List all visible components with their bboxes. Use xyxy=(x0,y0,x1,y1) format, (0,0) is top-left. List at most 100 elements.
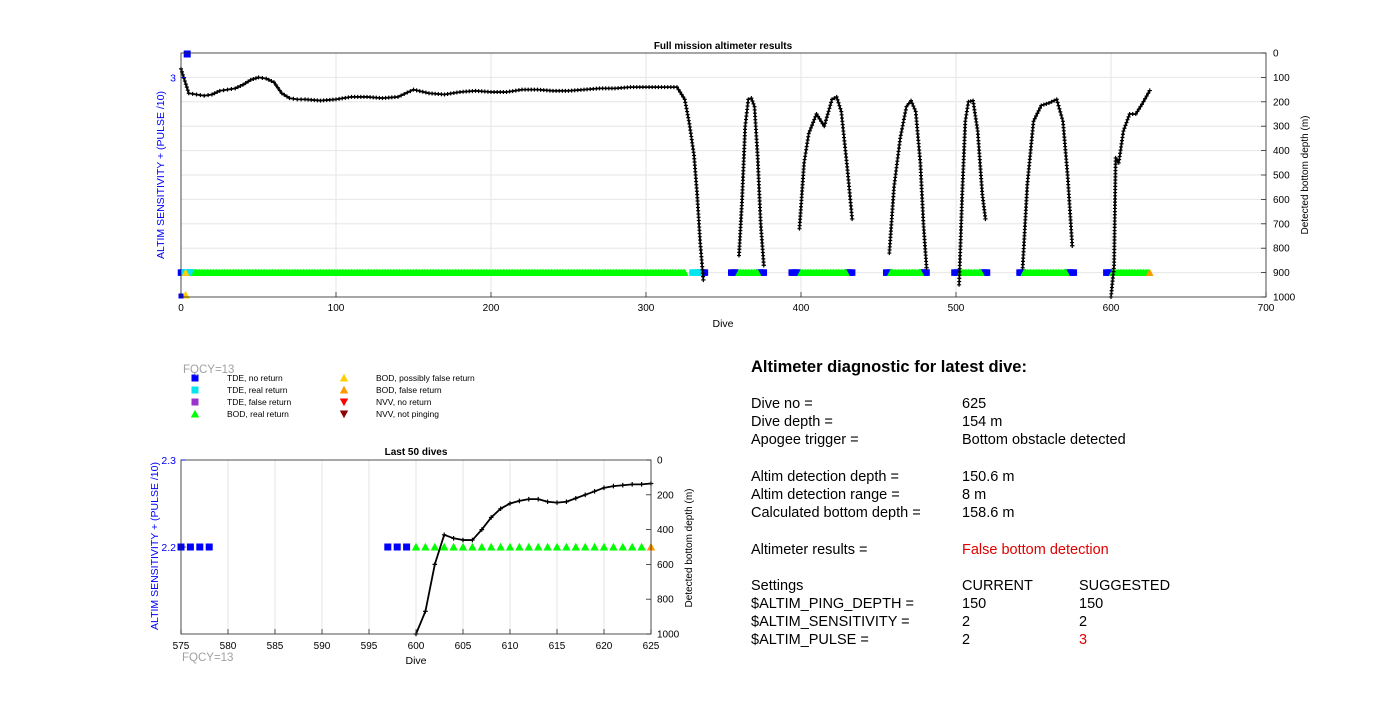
top-depth-point xyxy=(910,101,915,106)
top-depth-point xyxy=(417,89,422,94)
top-depth-point xyxy=(1125,117,1130,122)
top-depth-point xyxy=(1036,108,1041,113)
bottom-status-marker xyxy=(384,543,392,551)
bottom-status-marker xyxy=(487,542,496,551)
top-depth-point xyxy=(899,130,904,135)
top-depth-point xyxy=(744,114,749,119)
top-depth-point xyxy=(817,116,822,121)
top-depth-point xyxy=(1115,158,1120,163)
top-depth-point xyxy=(1146,91,1151,96)
top-depth-point xyxy=(1070,243,1075,248)
top-x-ticks: 0 100 200 300 400 500 600 700 xyxy=(178,292,1275,314)
dive-no-row: Dive no = 625 xyxy=(751,396,1351,414)
legend-label: TDE, no return xyxy=(227,373,283,383)
top-left-ticks: 3 xyxy=(170,72,186,84)
top-depth-point xyxy=(1055,100,1060,105)
apogee-row: Apogee trigger = Bottom obstacle detecte… xyxy=(751,432,1351,450)
legend-marker xyxy=(339,373,349,382)
top-depth-point xyxy=(411,87,416,92)
top-depth-point xyxy=(414,88,419,93)
calc-depth-value: 158.6 m xyxy=(962,505,1015,521)
top-depth-point xyxy=(912,106,917,111)
top-x-tick-label: 300 xyxy=(638,303,655,314)
top-status-marker xyxy=(954,269,961,276)
top-depth-point xyxy=(678,90,683,95)
bottom-depth-point xyxy=(592,489,597,494)
top-depth-point xyxy=(1041,102,1046,107)
bottom-depth-point xyxy=(639,482,644,487)
bottom-left-axis-label: ALTIM SENSITIVITY + (PULSE /10) xyxy=(149,462,161,630)
top-chart-title: Full mission altimeter results xyxy=(654,41,793,52)
top-depth-point xyxy=(836,100,841,105)
bottom-right-tick-label: 800 xyxy=(657,595,674,606)
top-depth-point xyxy=(966,99,971,104)
bottom-x-tick-label: 615 xyxy=(549,641,566,652)
top-depth-point xyxy=(1059,113,1064,118)
bottom-x-ticks: 575 580 585 590 595 600 605 610 615 620 625 xyxy=(173,629,660,652)
legend-marker xyxy=(339,410,349,419)
top-right-tick-label: 900 xyxy=(1273,268,1290,279)
top-status-markers xyxy=(177,50,1154,299)
top-x-tick-label: 0 xyxy=(178,303,184,314)
top-depth-point xyxy=(745,104,750,109)
top-depth-point xyxy=(185,88,190,93)
bottom-x-tick-label: 580 xyxy=(220,641,237,652)
bottom-status-marker xyxy=(403,543,411,551)
fqcy-label-bottom: FQCY=13 xyxy=(182,652,233,664)
top-depth-point xyxy=(198,93,203,98)
top-depth-point xyxy=(807,128,812,133)
settings-header-row: Settings CURRENT SUGGESTED xyxy=(751,578,1351,596)
bottom-depth-point xyxy=(611,483,616,489)
dive-depth-row: Dive depth = 154 m xyxy=(751,414,1351,432)
top-right-axis-label: Detected bottom depth (m) xyxy=(1300,116,1311,235)
bottom-x-tick-label: 605 xyxy=(455,641,472,652)
top-depth-point xyxy=(749,96,754,101)
top-depth-point xyxy=(906,101,911,106)
top-depth-point xyxy=(190,91,195,96)
legend-label: NVV, no return xyxy=(376,397,432,407)
top-right-tick-label: 200 xyxy=(1273,97,1290,108)
current-header: CURRENT xyxy=(962,578,1033,594)
bottom-depth-point xyxy=(507,501,513,506)
top-right-tick-label: 600 xyxy=(1273,195,1290,206)
sensitivity-current: 2 xyxy=(962,614,971,630)
top-depth-point xyxy=(901,117,906,122)
top-depth-point xyxy=(1124,120,1129,125)
calc-depth-row: Calculated bottom depth = 158.6 m xyxy=(751,505,1351,523)
bottom-status-marker xyxy=(590,542,599,551)
top-right-tick-label: 300 xyxy=(1273,122,1290,133)
ping-depth-label: $ALTIM_PING_DEPTH = xyxy=(751,596,914,612)
top-depth-point xyxy=(750,98,755,103)
bottom-depth-point xyxy=(554,500,560,505)
top-depth-point xyxy=(260,76,265,81)
top-depth-point xyxy=(849,216,855,222)
suggested-header: SUGGESTED xyxy=(1079,578,1171,594)
top-right-tick-label: 100 xyxy=(1273,73,1290,84)
bottom-depth-line xyxy=(413,481,654,637)
top-depth-point xyxy=(243,81,248,86)
dive-no-label: Dive no = xyxy=(751,396,813,412)
top-depth-point xyxy=(983,216,988,222)
calc-depth-label: Calculated bottom depth = xyxy=(751,505,921,521)
bottom-chart-title: Last 50 dives xyxy=(385,447,448,458)
top-depth-point xyxy=(1054,97,1059,102)
top-right-ticks: 0 100 200 300 400 500 600 700 800 900 1000 xyxy=(1261,49,1296,304)
bottom-status-marker xyxy=(421,542,430,551)
top-status-marker xyxy=(680,268,689,276)
top-depth-point xyxy=(834,94,839,99)
ping-depth-row: $ALTIM_PING_DEPTH = 150 150 xyxy=(751,596,1351,614)
altim-range-row: Altim detection range = 8 m xyxy=(751,487,1351,505)
top-depth-point xyxy=(1047,101,1051,106)
legend-marker xyxy=(191,386,199,394)
top-depth-point xyxy=(1057,106,1062,111)
top-depth-point xyxy=(816,114,821,119)
altim-range-label: Altim detection range = xyxy=(751,487,900,503)
apogee-label: Apogee trigger = xyxy=(751,432,859,448)
dive-depth-label: Dive depth = xyxy=(751,414,833,430)
bottom-right-tick-label: 1000 xyxy=(657,630,680,641)
top-status-marker xyxy=(842,268,850,276)
dive-no-value: 625 xyxy=(962,396,987,412)
last-50-dives-chart: 575 580 585 590 595 600 605 610 615 620 625 0 200 40… xyxy=(149,447,695,667)
bottom-depth-point xyxy=(573,495,579,501)
top-status-marker xyxy=(695,269,702,276)
